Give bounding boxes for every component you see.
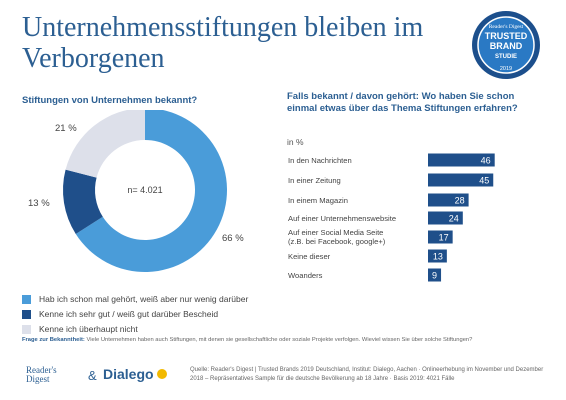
- bar-value-label: 45: [479, 176, 489, 186]
- bar-value-label: 13: [433, 252, 443, 262]
- donut-legend: Hab ich schon mal gehört, weiß aber nur …: [22, 292, 292, 337]
- bar-value-label: 9: [432, 271, 437, 281]
- bar-category-label: In einem Magazin: [288, 196, 348, 205]
- readers-digest-logo: Reader's Digest: [26, 366, 57, 384]
- question-label: Frage zur Bekanntheit:: [22, 337, 85, 343]
- badge-year: 2019: [500, 66, 512, 72]
- legend-label: Kenne ich überhaupt nicht: [39, 324, 138, 334]
- bar-category-label: In einer Zeitung: [288, 176, 341, 185]
- page-title: Unternehmensstiftungen bleiben im Verbor…: [22, 12, 424, 74]
- readers-digest-logo-line1: Reader's: [26, 365, 57, 375]
- legend-label: Kenne ich sehr gut / weiß gut darüber Be…: [39, 309, 219, 319]
- dialego-dot-icon: [156, 369, 167, 379]
- bar-category-label: Woanders: [288, 271, 323, 280]
- badge-inner-disc: [477, 16, 535, 74]
- donut-slice: [63, 169, 103, 234]
- bar: [428, 230, 453, 244]
- bar: [428, 211, 463, 225]
- donut-chart: 66 % 13 % 21 % n= 4.021: [0, 108, 270, 290]
- bar-category-label: Auf einer Social Media Seite: [288, 228, 383, 237]
- legend-swatch: [22, 294, 31, 304]
- question-text: Viele Unternehmen haben auch Stiftungen,…: [86, 337, 473, 343]
- donut-chart-title: Stiftungen von Unternehmen bekannt?: [22, 95, 198, 106]
- bar-category-label: (z.B. bei Facebook, google+): [288, 237, 386, 246]
- donut-value-label: 21 %: [55, 123, 77, 134]
- trusted-brand-badge: Reader's Digest TRUSTED BRAND STUDIE 201…: [472, 11, 540, 79]
- badge-trusted: TRUSTED: [485, 31, 528, 41]
- survey-question: Frage zur Bekanntheit: Viele Unternehmen…: [22, 337, 542, 343]
- bar: [428, 173, 494, 187]
- bar-category-label: In den Nachrichten: [288, 156, 352, 165]
- donut-slice: [65, 108, 145, 178]
- dialego-logo-text: Dialego: [103, 366, 154, 382]
- legend-item: Kenne ich überhaupt nicht: [22, 322, 292, 336]
- badge-brand: BRAND: [490, 41, 523, 51]
- logo-ampersand: &: [88, 368, 97, 383]
- bar-category-label: Keine dieser: [288, 252, 331, 261]
- readers-digest-logo-line2: Digest: [26, 374, 50, 384]
- bar-chart: 46 In den Nachrichten 45 In einer Zeitung 28…: [280, 145, 566, 295]
- legend-swatch: [22, 324, 31, 334]
- legend-item: Kenne ich sehr gut / weiß gut darüber Be…: [22, 307, 292, 321]
- bar-category-label: Auf einer Unternehmenswebsite: [288, 214, 396, 223]
- bar: [428, 249, 447, 263]
- donut-slice: [75, 108, 228, 272]
- donut-value-label: 66 %: [222, 233, 244, 244]
- bar-value-label: 17: [439, 233, 449, 243]
- bar-chart-title: Falls bekannt / davon gehört: Wo haben S…: [287, 91, 518, 114]
- dialego-logo: Dialego: [103, 366, 167, 382]
- legend-swatch: [22, 309, 31, 319]
- bar-value-label: 46: [481, 156, 491, 166]
- badge-readers-digest: Reader's Digest: [489, 24, 524, 30]
- legend-label: Hab ich schon mal gehört, weiß aber nur …: [39, 294, 249, 304]
- bar: [428, 268, 442, 282]
- donut-center-label: n= 4.021: [127, 185, 162, 195]
- donut-value-label: 13 %: [28, 198, 50, 209]
- legend-item: Hab ich schon mal gehört, weiß aber nur …: [22, 292, 292, 306]
- bar-chart-unit: in %: [287, 137, 304, 147]
- bar: [428, 193, 469, 207]
- source-note: Quelle: Reader's Digest | Trusted Brands…: [190, 367, 544, 382]
- bar-value-label: 24: [449, 214, 459, 224]
- bar-value-label: 28: [455, 196, 465, 206]
- badge-studie: STUDIE: [495, 54, 517, 60]
- bar: [428, 153, 495, 167]
